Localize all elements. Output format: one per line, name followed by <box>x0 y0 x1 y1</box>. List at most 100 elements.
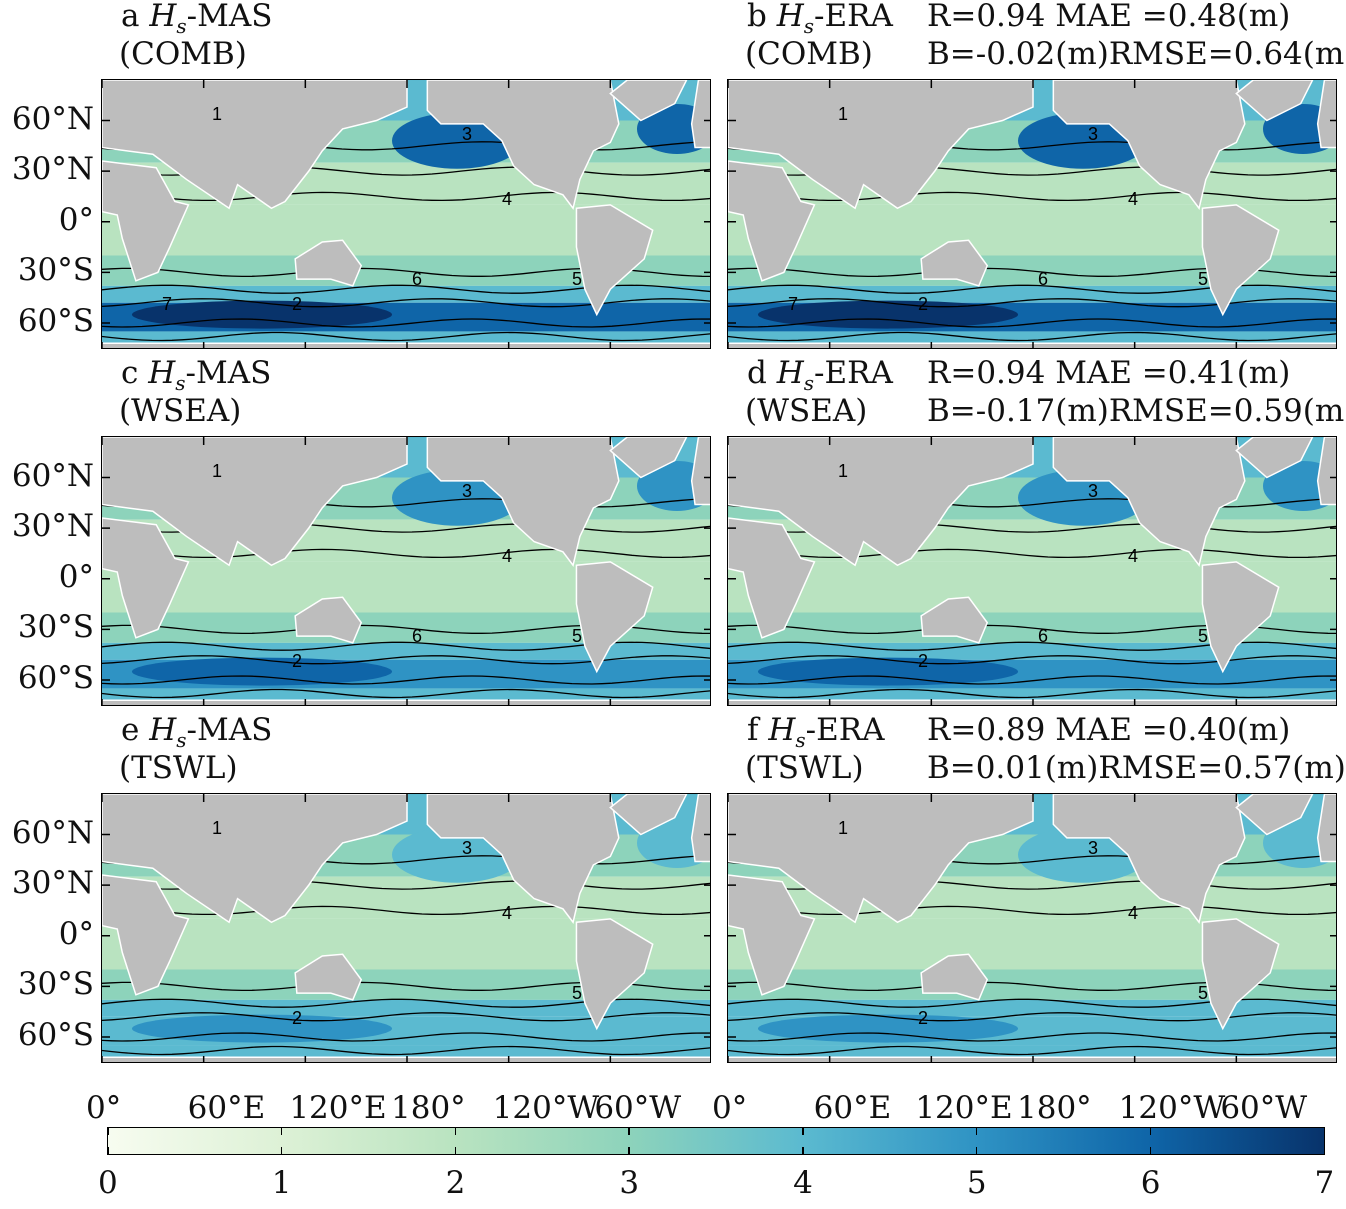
land-mass <box>102 874 190 996</box>
panel-letter: c <box>121 355 149 391</box>
contour-line <box>102 548 710 559</box>
contour-label: 1 <box>838 104 848 124</box>
panel-title-f: f Hs-ERA <box>747 715 884 756</box>
contour-line <box>728 675 1336 685</box>
colorbar-tick <box>280 1127 283 1135</box>
land-mass <box>575 204 654 317</box>
colorbar-label: 1 <box>271 1165 292 1201</box>
land-mass <box>728 80 1034 210</box>
land-mass <box>294 239 363 287</box>
lat-label: 30°N <box>11 151 94 188</box>
panel-title-d: d Hs-ERA <box>747 358 893 399</box>
panel-letter: f <box>747 712 769 748</box>
contour-label: 5 <box>572 983 582 1003</box>
contour-label: 5 <box>1198 626 1208 646</box>
land-mass <box>728 437 1034 567</box>
colorbar-tick <box>1149 1127 1152 1135</box>
contour-label: 4 <box>1128 903 1138 923</box>
contour-label: 3 <box>462 481 472 501</box>
colorbar-label: 2 <box>445 1165 466 1201</box>
lon-label: 120°E <box>915 1090 1013 1126</box>
lat-label: 0° <box>58 201 94 238</box>
land-mass <box>728 160 816 282</box>
var-symbol: H <box>776 0 804 34</box>
contour-label: 6 <box>412 269 422 289</box>
north-atlantic-core <box>1263 817 1336 868</box>
var-subscript: s <box>795 728 806 753</box>
land-mass <box>609 80 688 122</box>
colorbar-tick <box>628 1127 630 1135</box>
colorbar-tick <box>454 1147 457 1155</box>
contour-line <box>728 688 1336 699</box>
colorbar-tick <box>454 1127 457 1135</box>
colorbar-tick <box>107 1147 109 1155</box>
panel-letter: a <box>121 0 150 34</box>
land-mass <box>690 794 710 863</box>
lat-label: 30°S <box>17 252 94 289</box>
land-mass <box>102 80 408 210</box>
contour-label: 1 <box>212 461 222 481</box>
lon-label: 60°E <box>187 1090 266 1126</box>
var-source: -ERA <box>814 355 893 391</box>
panel-subtitle-a: (COMB) <box>119 36 247 72</box>
colorbar-label: 5 <box>966 1165 987 1201</box>
stats-line-1-f: R=0.89 MAE =0.40(m) <box>927 712 1291 748</box>
contour-line <box>102 655 710 665</box>
contour-label: 1 <box>212 104 222 124</box>
panel-letter: e <box>121 712 150 748</box>
lat-label: 0° <box>58 915 94 952</box>
var-subscript: s <box>803 14 815 39</box>
contour-label: 3 <box>1088 124 1098 144</box>
var-source: -MAS <box>186 0 273 34</box>
lon-label: 180° <box>1017 1090 1092 1126</box>
colorbar-label: 0 <box>98 1165 118 1201</box>
contour-label: 2 <box>292 1008 302 1028</box>
colorbar-tick <box>975 1147 978 1155</box>
stats-line-2-b: B=-0.02(m)RMSE=0.64(m) <box>927 36 1346 72</box>
land-mass <box>294 596 363 644</box>
lon-label: 60°W <box>1220 1090 1308 1126</box>
contour-label: 5 <box>572 269 582 289</box>
north-atlantic-core <box>637 460 710 511</box>
colorbar-tick <box>107 1127 109 1135</box>
land-mass <box>920 596 989 644</box>
var-symbol: H <box>768 712 796 748</box>
panel-subtitle-b: (COMB) <box>745 36 873 72</box>
land-mass <box>690 80 710 149</box>
colorbar-tick <box>628 1147 630 1155</box>
contour-label: 2 <box>918 1008 928 1028</box>
panel-subtitle-f: (TSWL) <box>745 750 864 786</box>
contour-label: 7 <box>788 294 798 314</box>
contour-label: 3 <box>462 124 472 144</box>
panel-title-a: a Hs-MAS <box>121 1 273 42</box>
land-mass <box>920 953 989 1001</box>
lat-label: 30°S <box>17 609 94 646</box>
map-canvas: 1 2 3 4 5 <box>102 794 710 1062</box>
colorbar-tick <box>802 1127 804 1135</box>
contour-label: 6 <box>1038 626 1048 646</box>
land-mass <box>728 794 1034 924</box>
panel-letter: d <box>747 355 777 391</box>
lon-label: 120°W <box>492 1090 600 1126</box>
land-mass <box>1235 80 1314 122</box>
land-mass <box>690 437 710 506</box>
contour-line <box>102 191 710 202</box>
panel-letter: b <box>747 0 777 34</box>
panel-subtitle-e: (TSWL) <box>119 750 238 786</box>
colorbar-tick <box>1149 1147 1152 1155</box>
map-panel-a: 1 2 3 4 5 6 7 <box>101 79 711 349</box>
contour-line <box>728 655 1336 665</box>
contour-line <box>102 1012 710 1022</box>
panel-title-b: b Hs-ERA <box>747 1 893 42</box>
contour-label: 3 <box>1088 481 1098 501</box>
colorbar <box>107 1127 1325 1155</box>
map-panel-b: 1 2 3 4 5 6 7 <box>727 79 1337 349</box>
land-mass <box>575 918 654 1031</box>
colorbar-tick <box>975 1127 978 1135</box>
colorbar-tick <box>802 1147 804 1155</box>
map-canvas: 1 2 3 4 5 6 <box>102 437 710 705</box>
colorbar-label: 4 <box>793 1165 813 1201</box>
contour-label: 4 <box>502 546 512 566</box>
var-symbol: H <box>149 0 177 34</box>
contour-label: 4 <box>1128 546 1138 566</box>
